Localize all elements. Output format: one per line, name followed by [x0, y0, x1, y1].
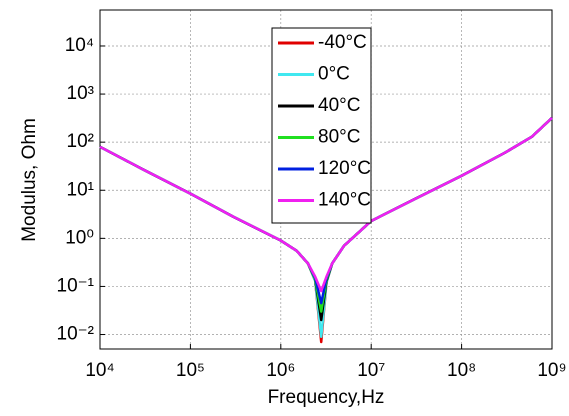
x-tick-label: 10⁴ [85, 360, 114, 381]
series-line [99, 116, 553, 293]
legend-label: 40°C [318, 95, 360, 116]
y-tick-label: 10⁻² [57, 324, 95, 345]
plot-frame [99, 9, 553, 350]
legend-box [271, 27, 372, 224]
x-tick-label: 10⁵ [176, 360, 205, 381]
y-tick-label: 10⁰ [65, 227, 94, 248]
legend-label: 80°C [318, 127, 360, 148]
y-axis-label: Modulus, Ohm [19, 118, 40, 242]
x-tick-label: 10⁹ [537, 360, 566, 381]
y-tick-label: 10¹ [67, 179, 94, 200]
x-tick-label: 10⁷ [357, 360, 385, 381]
x-tick-label: 10⁸ [447, 360, 476, 381]
y-tick-label: 10⁻¹ [57, 275, 95, 296]
legend-label: -40°C [318, 32, 367, 53]
y-tick-label: 10³ [67, 83, 94, 104]
legend-label: 0°C [318, 64, 350, 85]
y-tick-label: 10² [67, 131, 94, 152]
legend-label: 120°C [318, 158, 371, 179]
y-tick-label: 10⁴ [65, 35, 94, 56]
legend-label: 140°C [318, 190, 371, 211]
x-axis-label: Frequency,Hz [268, 387, 385, 408]
x-tick-label: 10⁶ [266, 360, 295, 381]
